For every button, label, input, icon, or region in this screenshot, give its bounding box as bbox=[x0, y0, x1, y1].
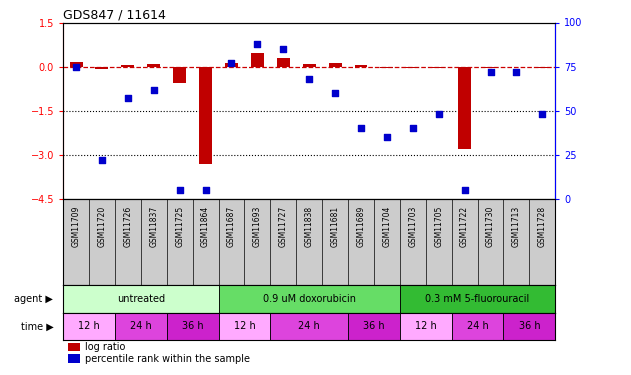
Text: agent ▶: agent ▶ bbox=[15, 294, 53, 304]
Bar bbox=[406, 67, 419, 68]
Text: GSM11713: GSM11713 bbox=[512, 206, 521, 247]
Point bbox=[304, 76, 314, 82]
Text: GSM11730: GSM11730 bbox=[486, 206, 495, 247]
Bar bbox=[400, 285, 555, 313]
Text: log ratio: log ratio bbox=[85, 342, 126, 352]
Text: time ▶: time ▶ bbox=[20, 321, 53, 332]
Bar bbox=[348, 313, 400, 340]
Point bbox=[382, 134, 392, 140]
Bar bbox=[69, 62, 83, 67]
Bar bbox=[167, 313, 218, 340]
Text: 36 h: 36 h bbox=[182, 321, 203, 332]
Point bbox=[227, 60, 237, 66]
Text: 12 h: 12 h bbox=[415, 321, 437, 332]
Text: GSM11726: GSM11726 bbox=[124, 206, 133, 247]
Text: 36 h: 36 h bbox=[363, 321, 385, 332]
Point bbox=[252, 40, 262, 46]
Point bbox=[71, 64, 81, 70]
Text: GSM11720: GSM11720 bbox=[97, 206, 107, 247]
Text: GDS847 / 11614: GDS847 / 11614 bbox=[63, 8, 166, 21]
Bar bbox=[218, 313, 270, 340]
Bar bbox=[484, 67, 497, 68]
Point bbox=[201, 187, 211, 193]
Bar bbox=[270, 313, 348, 340]
Text: GSM11722: GSM11722 bbox=[460, 206, 469, 247]
Text: 12 h: 12 h bbox=[233, 321, 256, 332]
Text: 12 h: 12 h bbox=[78, 321, 100, 332]
Text: GSM11728: GSM11728 bbox=[538, 206, 547, 247]
Bar bbox=[504, 313, 555, 340]
Bar bbox=[277, 58, 290, 67]
Bar bbox=[95, 67, 109, 69]
Bar bbox=[251, 53, 264, 67]
Text: untreated: untreated bbox=[117, 294, 165, 304]
Text: 0.3 mM 5-fluorouracil: 0.3 mM 5-fluorouracil bbox=[425, 294, 529, 304]
Text: 24 h: 24 h bbox=[298, 321, 320, 332]
Point bbox=[459, 187, 469, 193]
Point bbox=[356, 125, 366, 131]
Text: GSM11689: GSM11689 bbox=[357, 206, 365, 247]
Text: GSM11705: GSM11705 bbox=[434, 206, 443, 247]
Bar bbox=[303, 64, 316, 67]
Point bbox=[330, 90, 340, 96]
Bar bbox=[63, 313, 115, 340]
Bar bbox=[173, 67, 186, 83]
Bar bbox=[199, 67, 212, 164]
Point bbox=[511, 69, 521, 75]
Point bbox=[278, 46, 288, 52]
Text: GSM11727: GSM11727 bbox=[279, 206, 288, 247]
Point bbox=[175, 187, 185, 193]
Bar bbox=[355, 65, 367, 67]
Text: GSM11725: GSM11725 bbox=[175, 206, 184, 247]
Text: GSM11693: GSM11693 bbox=[253, 206, 262, 247]
Text: GSM11704: GSM11704 bbox=[382, 206, 391, 247]
Text: percentile rank within the sample: percentile rank within the sample bbox=[85, 354, 251, 364]
Text: GSM11687: GSM11687 bbox=[227, 206, 236, 247]
Bar bbox=[121, 65, 134, 67]
Text: GSM11681: GSM11681 bbox=[331, 206, 339, 247]
Bar bbox=[63, 285, 218, 313]
Text: 0.9 uM doxorubicin: 0.9 uM doxorubicin bbox=[262, 294, 356, 304]
Point bbox=[123, 95, 133, 101]
Point bbox=[408, 125, 418, 131]
Point bbox=[149, 87, 159, 93]
Bar bbox=[225, 63, 238, 67]
Point bbox=[485, 69, 495, 75]
Bar bbox=[452, 313, 504, 340]
Point bbox=[537, 111, 547, 117]
Text: 36 h: 36 h bbox=[519, 321, 540, 332]
Text: GSM11838: GSM11838 bbox=[305, 206, 314, 247]
Bar bbox=[458, 67, 471, 149]
Bar bbox=[432, 67, 445, 68]
Bar bbox=[536, 67, 549, 68]
Text: 24 h: 24 h bbox=[467, 321, 488, 332]
Text: GSM11703: GSM11703 bbox=[408, 206, 417, 247]
Bar bbox=[68, 343, 80, 351]
Bar bbox=[68, 354, 80, 363]
Text: GSM11709: GSM11709 bbox=[71, 206, 81, 247]
Bar bbox=[329, 63, 341, 67]
Text: GSM11837: GSM11837 bbox=[150, 206, 158, 247]
Bar bbox=[380, 67, 393, 68]
Bar bbox=[147, 64, 160, 67]
Text: GSM11864: GSM11864 bbox=[201, 206, 210, 247]
Bar bbox=[115, 313, 167, 340]
Bar bbox=[400, 313, 452, 340]
Bar bbox=[218, 285, 400, 313]
Text: 24 h: 24 h bbox=[130, 321, 151, 332]
Point bbox=[97, 157, 107, 163]
Point bbox=[433, 111, 444, 117]
